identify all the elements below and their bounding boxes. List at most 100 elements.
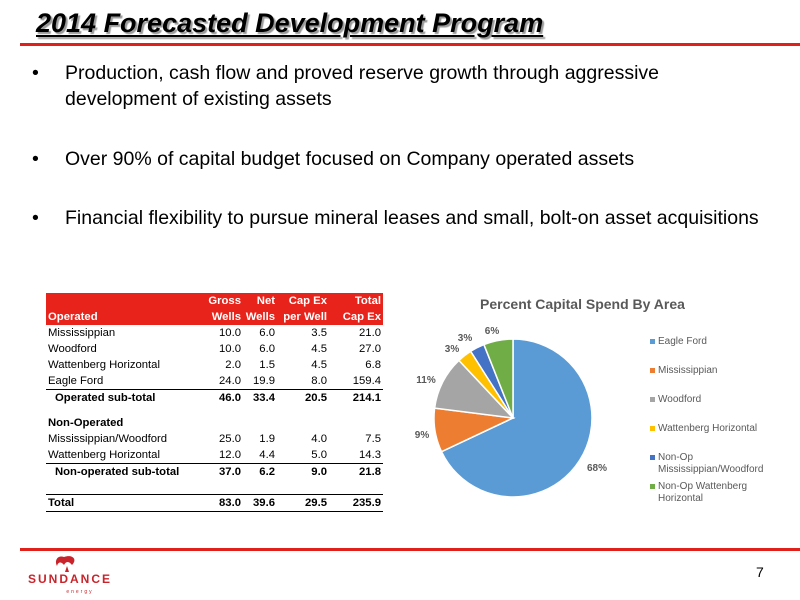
table-cell: 14.3 — [359, 449, 381, 461]
table-cell: 12.0 — [219, 449, 241, 461]
table-cell: 10.0 — [219, 343, 241, 355]
legend-swatch — [650, 484, 655, 489]
table-cell: 27.0 — [359, 343, 381, 355]
table-row: Wattenberg Horizontal 2.0 1.5 4.5 6.8 — [46, 357, 383, 373]
table-cell: 83.0 — [201, 493, 243, 512]
legend-item: Non-Op Mississippian/Woodford — [650, 452, 780, 476]
header-cell: Cap Ex — [329, 309, 383, 325]
table-cell: 159.4 — [352, 375, 381, 387]
legend-swatch — [650, 426, 655, 431]
table-cell: 33.4 — [243, 389, 277, 406]
chart-title: Percent Capital Spend By Area — [480, 296, 685, 312]
table-cell: 9.0 — [277, 463, 329, 480]
table-cell: Woodford — [48, 343, 97, 355]
bullet-item: • Financial flexibility to pursue minera… — [32, 205, 772, 231]
table-cell: 7.5 — [365, 433, 381, 445]
table-cell: 4.0 — [311, 433, 327, 445]
subtotal-row: Non-operated sub-total 37.0 6.2 9.0 21.8 — [46, 463, 383, 480]
table-cell: 21.0 — [359, 327, 381, 339]
pie-data-label: 68% — [587, 463, 607, 474]
pie-data-label: 11% — [416, 375, 436, 386]
header-cell: Wells — [201, 309, 243, 325]
table-row: Mississippian/Woodford 25.0 1.9 4.0 7.5 — [46, 431, 383, 447]
legend-label: Non-Op Wattenberg Horizontal — [658, 481, 748, 504]
table-cell: 3.5 — [311, 327, 327, 339]
header-cell: Total — [329, 293, 383, 309]
table-cell: 46.0 — [201, 389, 243, 406]
table-row: Mississippian 10.0 6.0 3.5 21.0 — [46, 325, 383, 341]
footer-divider — [20, 548, 800, 551]
header-cell: Wells — [243, 309, 277, 325]
table-cell: 6.0 — [259, 327, 275, 339]
legend-label: Woodford — [658, 394, 702, 405]
bullet-text: Financial flexibility to pursue mineral … — [65, 207, 759, 229]
pie-data-label: 9% — [415, 430, 430, 441]
table-cell: Mississippian — [48, 327, 116, 339]
table-cell: Wattenberg Horizontal — [48, 449, 160, 461]
bullet-marker: • — [32, 148, 39, 170]
legend-item: Mississippian — [650, 365, 780, 377]
pie-data-label: 3% — [445, 344, 460, 355]
table-cell: 6.0 — [259, 343, 275, 355]
title-divider — [20, 43, 800, 46]
table-cell: 10.0 — [219, 327, 241, 339]
legend-swatch — [650, 339, 655, 344]
table-cell: Wattenberg Horizontal — [48, 359, 160, 371]
wells-table: Gross Net Cap Ex Total Operated Wells We… — [46, 293, 383, 512]
table-cell: 5.0 — [311, 449, 327, 461]
table-cell: 1.9 — [259, 433, 275, 445]
header-cell: per Well — [277, 309, 329, 325]
table-row: Eagle Ford 24.0 19.9 8.0 159.4 — [46, 373, 383, 390]
total-label: Total — [46, 493, 201, 512]
table-cell: 4.4 — [259, 449, 275, 461]
section-label: Non-Operated — [48, 417, 124, 429]
bullet-item: • Production, cash flow and proved reser… — [32, 60, 772, 112]
table-cell: 39.6 — [243, 493, 277, 512]
table-cell: 20.5 — [277, 389, 329, 406]
legend-swatch — [650, 368, 655, 373]
pie-slice — [440, 338, 593, 498]
legend-label: Mississippian — [658, 365, 718, 376]
header-cell: Cap Ex — [277, 293, 329, 309]
pie-slice — [482, 338, 514, 419]
header-cell: Gross — [201, 293, 243, 309]
header-cell: Operated — [46, 309, 201, 325]
table-cell: 24.0 — [219, 375, 241, 387]
legend-label: Wattenberg Horizontal — [658, 423, 758, 434]
table-cell: 37.0 — [201, 463, 243, 480]
table-cell: 214.1 — [329, 389, 383, 406]
pie-data-label: 3% — [458, 333, 473, 344]
bullet-marker: • — [32, 207, 39, 229]
legend-item: Non-Op Wattenberg Horizontal — [650, 481, 780, 505]
table-row: Woodford 10.0 6.0 4.5 27.0 — [46, 341, 383, 357]
table-cell: 29.5 — [277, 493, 329, 512]
pie-data-label: 6% — [485, 326, 500, 337]
sundance-logo: SUNDANCE energy — [28, 556, 112, 595]
bullet-marker: • — [32, 62, 39, 84]
subtotal-label: Non-operated sub-total — [46, 463, 201, 480]
table-header-row: Operated Wells Wells per Well Cap Ex — [46, 309, 383, 325]
total-row: Total 83.0 39.6 29.5 235.9 — [46, 493, 383, 512]
legend-swatch — [650, 455, 655, 460]
table-cell: 6.2 — [243, 463, 277, 480]
section-header-row: Non-Operated — [46, 406, 383, 431]
table-cell: 19.9 — [253, 375, 275, 387]
table-cell: 2.0 — [225, 359, 241, 371]
bullet-item: • Over 90% of capital budget focused on … — [32, 146, 772, 172]
header-cell — [46, 293, 201, 309]
page-number: 7 — [756, 564, 764, 580]
bullet-text: Production, cash flow and proved reserve… — [65, 62, 659, 110]
table-cell: 4.5 — [311, 343, 327, 355]
logo-wordmark: SUNDANCE — [28, 572, 112, 586]
legend-swatch — [650, 397, 655, 402]
header-cell: Net — [243, 293, 277, 309]
legend-item: Wattenberg Horizontal — [650, 423, 780, 435]
table-cell: 4.5 — [311, 359, 327, 371]
table-cell: Eagle Ford — [48, 375, 104, 387]
table-cell: 235.9 — [329, 493, 383, 512]
table-cell: 1.5 — [259, 359, 275, 371]
table-cell: 21.8 — [329, 463, 383, 480]
table-cell: Mississippian/Woodford — [48, 433, 168, 445]
table-cell: 6.8 — [365, 359, 381, 371]
